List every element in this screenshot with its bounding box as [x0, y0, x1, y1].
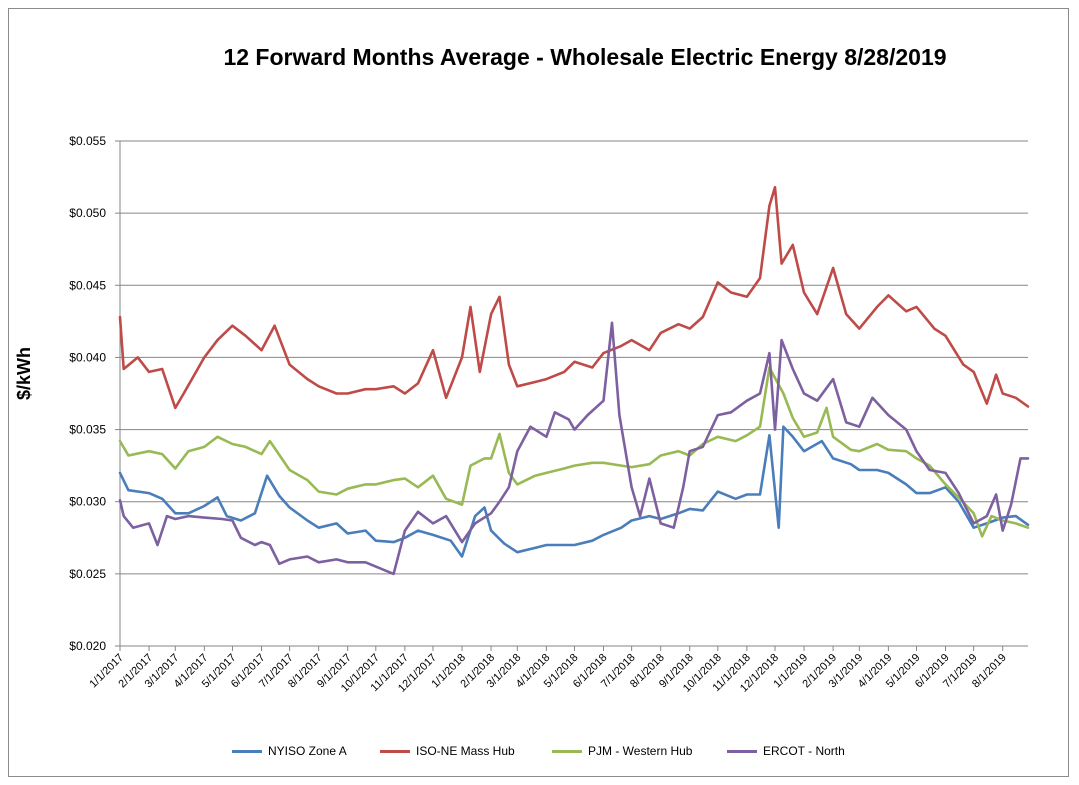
legend-item: PJM - Western Hub: [552, 744, 692, 758]
y-tick-label: $0.030: [69, 495, 106, 509]
legend-label: ERCOT - North: [763, 744, 845, 758]
legend-item: NYISO Zone A: [232, 744, 347, 758]
legend-label: ISO-NE Mass Hub: [416, 744, 515, 758]
chart-title: 12 Forward Months Average - Wholesale El…: [223, 44, 947, 70]
series-line-nyiso-zone-a: [118, 425, 1030, 558]
legend-swatch: [727, 749, 757, 753]
legend-item: ERCOT - North: [727, 744, 845, 758]
y-tick-label: $0.040: [69, 350, 106, 364]
legend: NYISO Zone A ISO-NE Mass Hub PJM - Western…: [0, 744, 1079, 764]
y-tick-label: $0.035: [69, 423, 106, 437]
y-tick-label: $0.020: [69, 639, 106, 653]
series-line-iso-ne-mass-hub: [118, 185, 1030, 410]
legend-label: NYISO Zone A: [268, 744, 347, 758]
y-tick-label: $0.025: [69, 567, 106, 581]
y-tick-label: $0.045: [69, 278, 106, 292]
legend-swatch: [380, 749, 410, 753]
y-tick-label: $0.055: [69, 134, 106, 148]
legend-swatch: [232, 749, 262, 753]
y-tick-label: $0.050: [69, 206, 106, 220]
series-line-ercot-north: [118, 321, 1030, 576]
legend-swatch: [552, 749, 582, 753]
legend-label: PJM - Western Hub: [588, 744, 693, 758]
series-line-pjm-western-hub: [118, 366, 1030, 538]
legend-item: ISO-NE Mass Hub: [380, 744, 515, 758]
